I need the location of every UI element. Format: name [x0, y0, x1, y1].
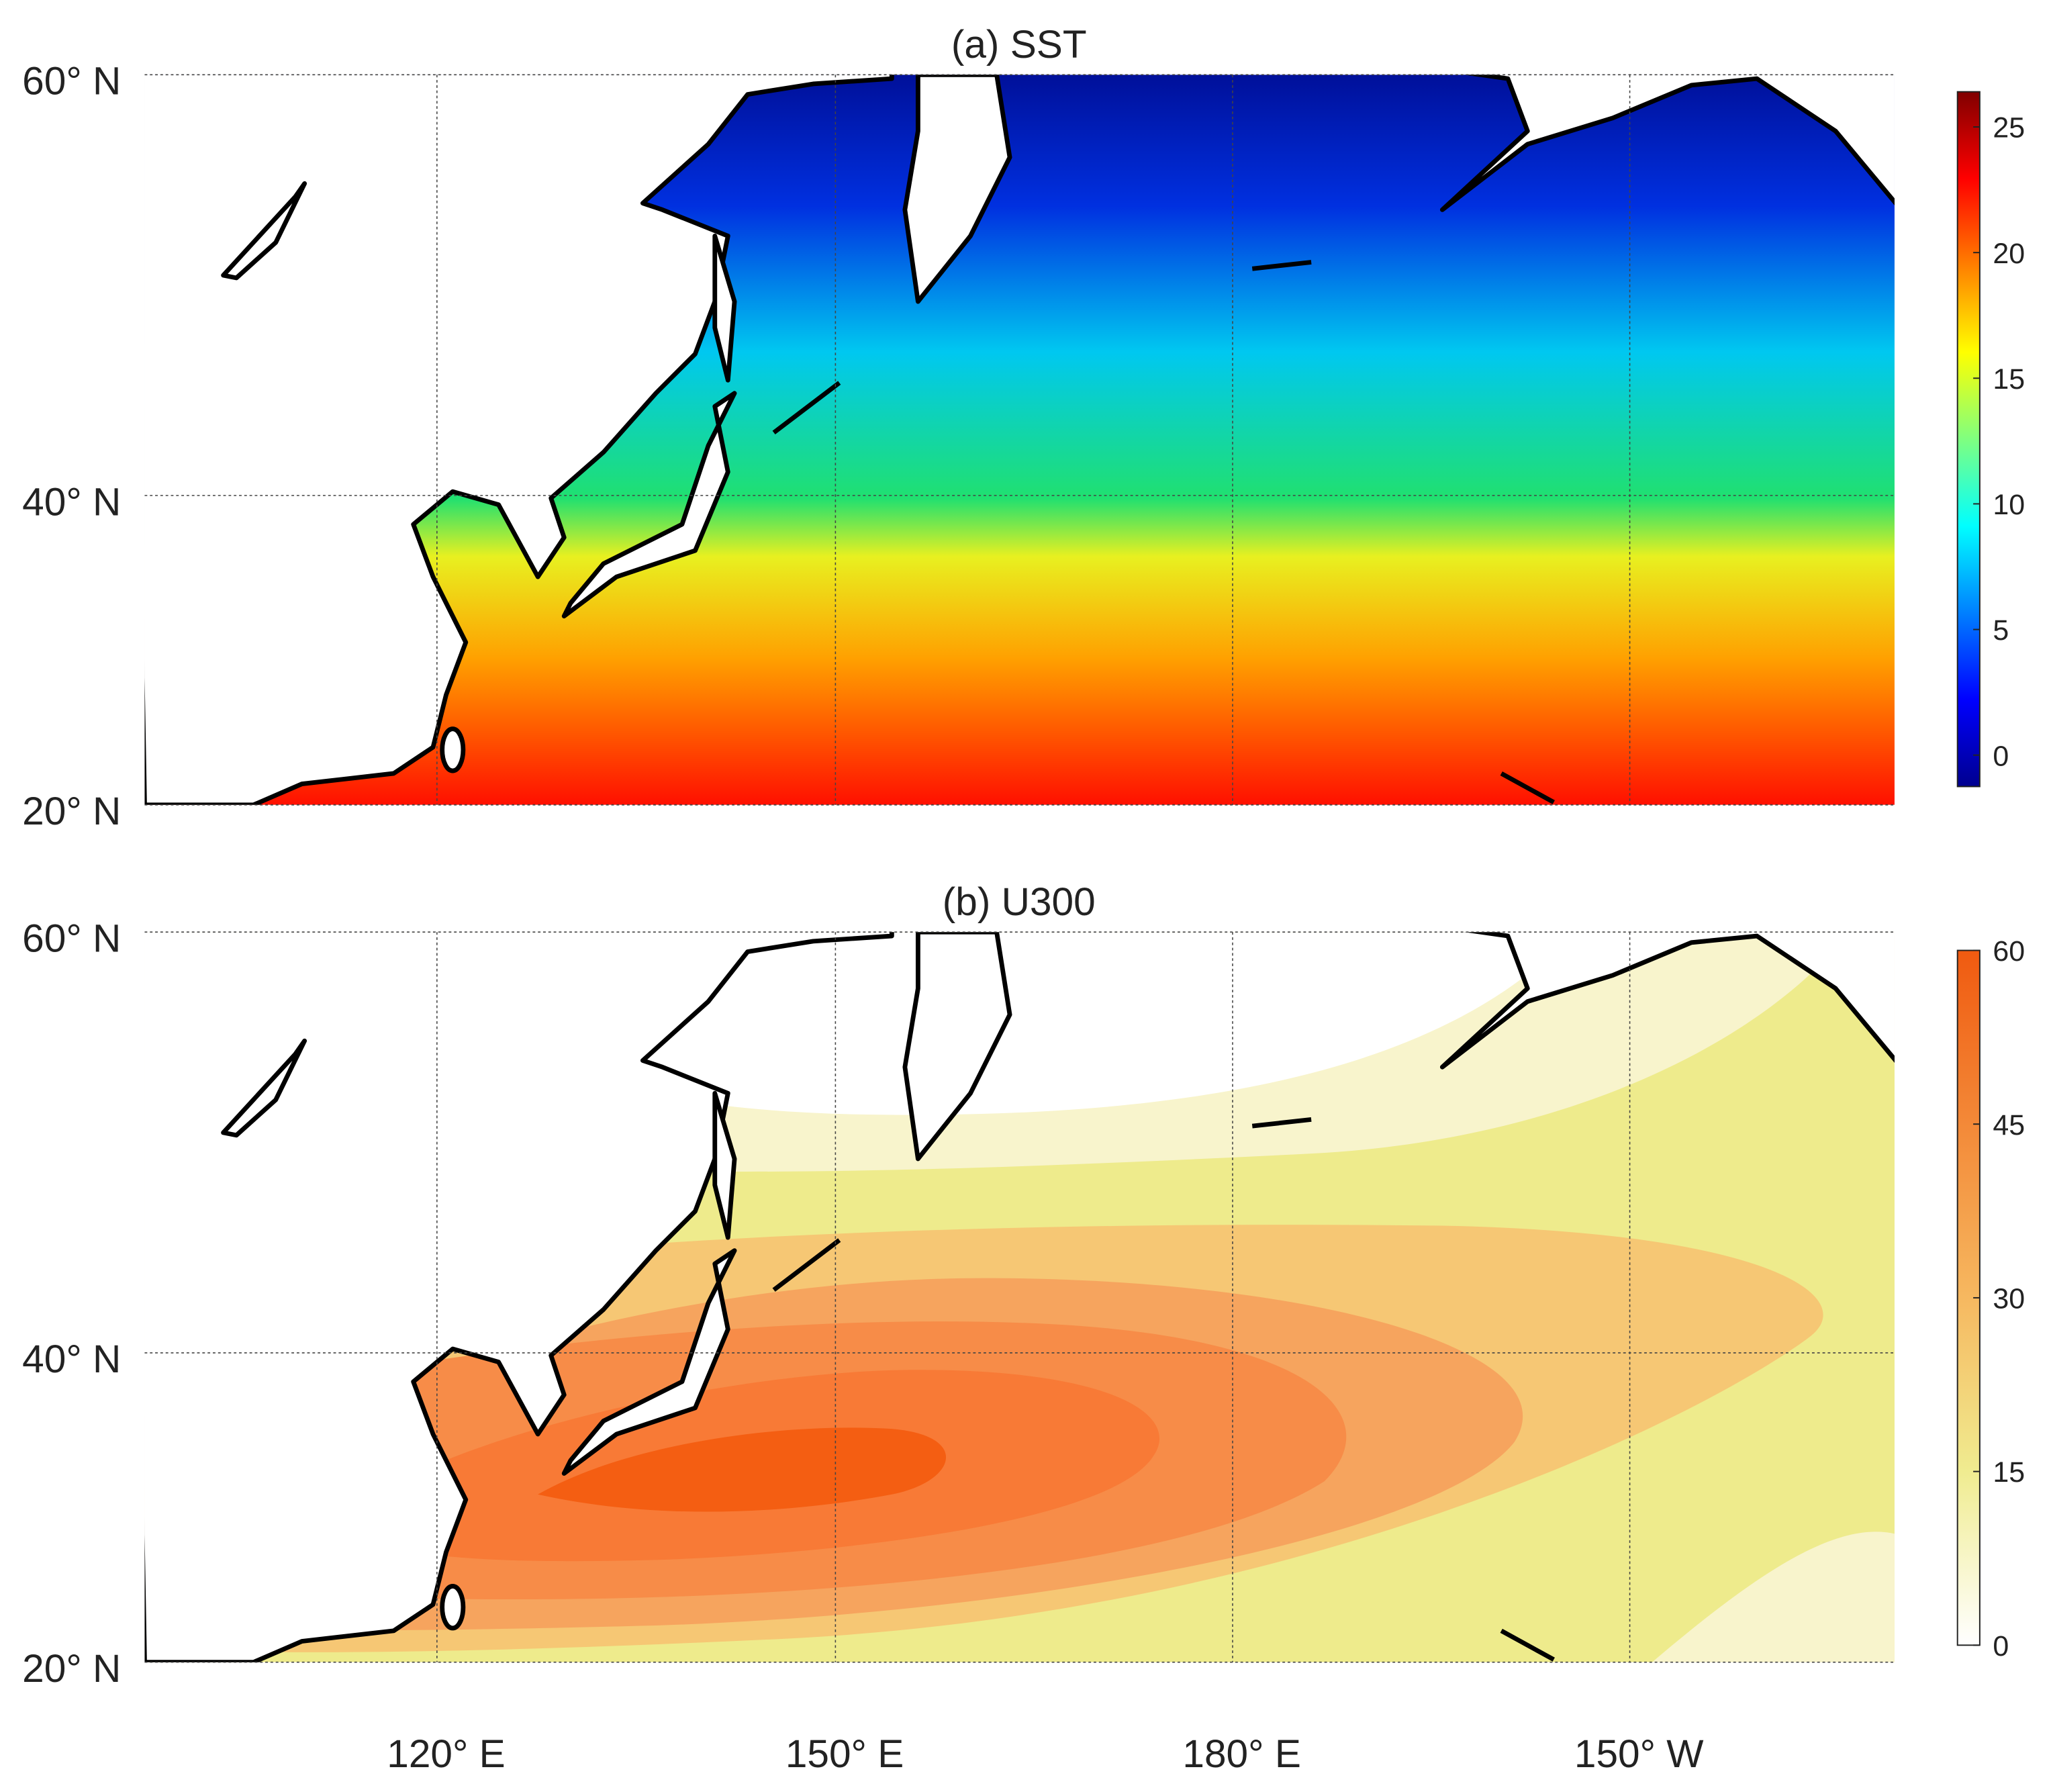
colorbar-tick-label: 25	[1993, 112, 2025, 144]
lat-label: 20° N	[22, 1647, 121, 1691]
graticule	[144, 931, 1895, 1663]
colorbar-tick-label: 0	[1993, 1630, 2009, 1662]
lat-label: 60° N	[22, 916, 121, 960]
u300-map	[144, 932, 1895, 1662]
colorbar-tick-label: 15	[1993, 363, 2025, 395]
colorbar-tick-label: 10	[1993, 489, 2025, 521]
graticule	[144, 74, 1895, 806]
lon-label: 150° W	[1574, 1732, 1704, 1776]
panel-b: (b) U300 60° N 40° N 20° N 0 15 30 45 60	[22, 880, 2025, 1691]
colorbar-tick-label: 20	[1993, 238, 2025, 270]
sst-map	[132, 66, 1895, 805]
panel-title: (b) U300	[943, 880, 1096, 924]
colorbar-fill	[1956, 91, 1981, 788]
panel-a: (a) SST 60° N 40° N 20° N 0 5 10 15 20 25	[22, 23, 2025, 833]
lon-label: 150° E	[785, 1732, 904, 1776]
lat-label: 20° N	[22, 790, 121, 833]
lon-label: 180° E	[1182, 1732, 1300, 1776]
colorbar-tick-label: 45	[1993, 1109, 2025, 1141]
lat-label: 60° N	[22, 60, 121, 103]
colorbar: 0 15 30 45 60	[1956, 935, 2025, 1662]
colorbar-tick-label: 5	[1993, 614, 2009, 647]
colorbar-tick-label: 15	[1993, 1456, 2025, 1489]
lat-label: 40° N	[22, 480, 121, 524]
panel-title: (a) SST	[951, 23, 1087, 66]
colorbar-tick-label: 60	[1993, 935, 2025, 968]
colorbar-tick-label: 30	[1993, 1283, 2025, 1315]
colorbar: 0 5 10 15 20 25	[1956, 91, 2025, 788]
colorbar-tick-label: 0	[1993, 740, 2009, 772]
lat-label: 40° N	[22, 1337, 121, 1381]
lon-label: 120° E	[387, 1732, 505, 1776]
